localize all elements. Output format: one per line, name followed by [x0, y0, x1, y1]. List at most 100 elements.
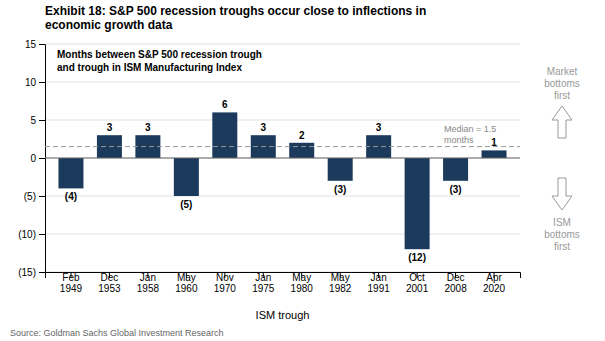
x-tick-label: May1960 [175, 272, 198, 294]
data-label: (3) [449, 184, 461, 195]
y-tick-mark [39, 44, 45, 45]
bar [135, 135, 160, 158]
y-tick-mark [39, 82, 45, 83]
y-tick: (15) [18, 267, 45, 278]
y-tick: 0 [30, 153, 45, 164]
text-line: 2001 [406, 283, 429, 294]
zero-line [45, 158, 520, 159]
y-tick: 5 [30, 115, 45, 126]
y-tick-label: 5 [30, 115, 36, 126]
x-tick-label: May1980 [291, 272, 314, 294]
y-tick-label: 15 [25, 39, 37, 50]
text-line: months [444, 135, 474, 145]
text-line: 1980 [291, 283, 314, 294]
annotation: Marketbottomsfirst [544, 66, 580, 101]
data-label: 3 [107, 122, 113, 133]
x-axis-title: ISM trough [256, 309, 310, 321]
x-tick-label: Dec2008 [444, 272, 467, 294]
data-label: 6 [222, 99, 228, 110]
x-tick-label: Apr2020 [483, 272, 506, 294]
x-tick: May1982 [329, 272, 352, 294]
text-line: Market [547, 66, 578, 77]
grid-line [45, 82, 520, 83]
text-line: May [292, 272, 311, 283]
text-line: Dec [447, 272, 465, 283]
bar [443, 158, 468, 181]
text-line: bottoms [544, 78, 580, 89]
x-tick-label: Jan1991 [368, 272, 391, 294]
text-line: Median = 1.5 [444, 124, 496, 134]
y-axis: (15)(10)(5)051015 [18, 39, 45, 278]
source: Source: Goldman Sachs Global Investment … [10, 328, 224, 338]
text-line: ISM [553, 217, 571, 228]
x-tick-label: Jan1975 [252, 272, 275, 294]
text-line: 1949 [60, 283, 83, 294]
grid-line [45, 120, 520, 121]
chart: Exhibit 18: S&P 500 recession troughs oc… [0, 0, 605, 341]
y-tick-mark [39, 120, 45, 121]
text-line: 1953 [98, 283, 121, 294]
x-tick: Dec2008 [444, 272, 467, 294]
text-line: bottoms [544, 229, 580, 240]
text-line: Jan [140, 272, 156, 283]
text-line: Feb [62, 272, 80, 283]
text-line: 1991 [368, 283, 391, 294]
marks [45, 112, 520, 249]
data-label: (3) [334, 184, 346, 195]
text-line: May [177, 272, 196, 283]
y-tick-label: (10) [18, 229, 36, 240]
text-line: 2008 [444, 283, 467, 294]
median-line [45, 146, 520, 147]
y-axis-line [39, 45, 46, 273]
y-tick: 15 [25, 39, 45, 50]
bar [405, 158, 430, 249]
y-tick-label: 0 [30, 153, 36, 164]
text-line: first [554, 241, 570, 252]
x-tick: Feb1949 [60, 272, 83, 294]
x-tick-label: May1982 [329, 272, 352, 294]
x-tick: Apr2020 [483, 272, 506, 294]
x-tick: May1960 [175, 272, 198, 294]
plot: (15)(10)(5)051015Feb1949Dec1953Jan1958Ma… [18, 39, 520, 294]
title: Exhibit 18: S&P 500 recession troughs oc… [45, 4, 426, 32]
text-line: 1982 [329, 283, 352, 294]
text-line: Jan [255, 272, 271, 283]
data-label: 1 [491, 137, 497, 148]
text-line: Oct [409, 272, 425, 283]
data-label: (5) [180, 199, 192, 210]
x-tick: Dec1953 [98, 272, 121, 294]
text-line: Jan [371, 272, 387, 283]
bar [482, 150, 507, 158]
x-tick: Jan1991 [368, 272, 391, 294]
x-tick-label: Nov1970 [214, 272, 237, 294]
annotation-arrow [552, 178, 572, 210]
median-label: Median = 1.5months [444, 124, 496, 144]
grid-line [45, 158, 520, 159]
data-labels: (4)33(5)632(3)3(12)(3)1 [65, 99, 497, 263]
text-line: 2020 [483, 283, 506, 294]
data-label: (4) [65, 191, 77, 202]
bar [289, 143, 314, 158]
annotations: MarketbottomsfirstISMbottomsfirst [544, 66, 580, 252]
text-line: Months between S&P 500 recession trough [57, 49, 262, 60]
grid [45, 44, 520, 272]
grid-line [45, 44, 520, 45]
text-line: 1960 [175, 283, 198, 294]
text-line: and trough in ISM Manufacturing Index [57, 62, 242, 73]
text-line: Exhibit 18: S&P 500 recession troughs oc… [45, 4, 426, 18]
annotation-arrow [552, 106, 572, 138]
y-tick-label: (15) [18, 267, 36, 278]
x-tick: Jan1975 [252, 272, 275, 294]
text-line: first [554, 90, 570, 101]
data-label: 3 [145, 122, 151, 133]
x-tick: Nov1970 [214, 272, 237, 294]
data-label: 3 [260, 122, 266, 133]
x-tick: May1980 [291, 272, 314, 294]
text-line: 1958 [137, 283, 160, 294]
grid-line [45, 196, 520, 197]
bar [212, 112, 237, 158]
y-tick-label: (5) [24, 191, 36, 202]
bar [58, 158, 83, 188]
data-label: (12) [408, 252, 426, 263]
subtitle: Months between S&P 500 recession trough a… [57, 49, 262, 73]
